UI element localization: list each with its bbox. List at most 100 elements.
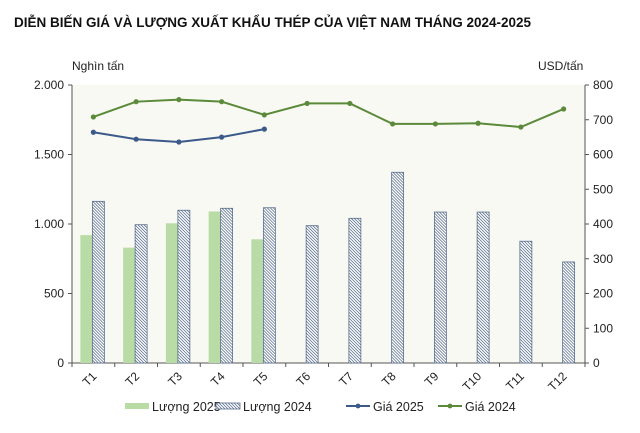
hatch-line bbox=[348, 353, 359, 364]
hatch-line bbox=[236, 402, 241, 407]
hatch-line bbox=[348, 269, 362, 283]
hatch-line bbox=[183, 209, 191, 217]
hatch-line bbox=[562, 275, 575, 289]
hatch-line bbox=[434, 356, 441, 364]
hatch-line bbox=[476, 284, 490, 298]
line-giá-2024 bbox=[93, 98, 565, 129]
hatch-line bbox=[434, 293, 447, 307]
hatch-line bbox=[391, 305, 404, 319]
hatch-line bbox=[305, 227, 319, 241]
hatch-line bbox=[269, 207, 276, 214]
hatch-line bbox=[391, 254, 404, 268]
hatch-line bbox=[177, 305, 191, 319]
hatch-line bbox=[348, 236, 362, 250]
hatch-line bbox=[476, 359, 481, 364]
hatch-line bbox=[227, 208, 233, 214]
hatch-line bbox=[186, 209, 191, 214]
hatch-line bbox=[220, 227, 233, 241]
hatch-line bbox=[263, 281, 276, 295]
hatch-line bbox=[220, 329, 233, 343]
hatch-line bbox=[434, 308, 447, 322]
hatch-line bbox=[519, 335, 533, 349]
hatch-line bbox=[263, 245, 276, 259]
hatch-line bbox=[305, 338, 319, 352]
bar-lượng-2024-t7 bbox=[348, 217, 362, 364]
x-tick-label: T8 bbox=[379, 369, 399, 389]
hatch-line bbox=[92, 329, 105, 343]
hatch-line bbox=[519, 251, 533, 265]
right-tick-label: 700 bbox=[593, 113, 613, 127]
hatch-line bbox=[391, 290, 404, 304]
hatch-line bbox=[391, 338, 404, 352]
legend-label: Lượng 2024 bbox=[243, 400, 312, 414]
hatch-line bbox=[391, 347, 404, 361]
hatch-line bbox=[305, 278, 319, 292]
hatch-line bbox=[134, 344, 148, 358]
hatch-line bbox=[305, 320, 319, 334]
hatch-line bbox=[177, 212, 191, 226]
hatch-line bbox=[305, 308, 319, 322]
hatch-line bbox=[391, 332, 404, 346]
hatch-line bbox=[263, 218, 276, 232]
hatch-line bbox=[305, 293, 319, 307]
hatch-line bbox=[177, 320, 191, 334]
hatch-line bbox=[434, 224, 447, 238]
hatch-line bbox=[305, 329, 319, 343]
bar-lượng-2025-t1 bbox=[80, 235, 93, 363]
point-giá-2024-t7 bbox=[347, 100, 353, 107]
hatch-line bbox=[476, 242, 490, 256]
hatch-line bbox=[519, 245, 533, 259]
hatch-line bbox=[348, 359, 353, 364]
hatch-line bbox=[92, 314, 105, 328]
hatch-line bbox=[305, 317, 319, 331]
hatch-line bbox=[220, 239, 233, 253]
hatch-line bbox=[177, 275, 191, 289]
hatch-line bbox=[391, 275, 404, 289]
hatch-line bbox=[434, 215, 447, 229]
hatch-line bbox=[391, 353, 401, 364]
hatch-line bbox=[305, 251, 319, 265]
hatch-line bbox=[263, 341, 276, 355]
hatch-line bbox=[227, 402, 235, 410]
hatch-line bbox=[476, 275, 490, 289]
hatch-line bbox=[348, 290, 362, 304]
point-giá-2024-t11 bbox=[518, 124, 524, 130]
hatch-line bbox=[220, 308, 233, 322]
left-tick-label: 2.000 bbox=[34, 78, 64, 92]
hatch-line bbox=[391, 176, 404, 190]
hatch-line bbox=[391, 233, 404, 247]
hatch-line bbox=[305, 266, 319, 280]
bar-lượng-2024-t6 bbox=[305, 225, 319, 364]
hatch-line bbox=[220, 275, 233, 289]
hatch-line bbox=[263, 266, 276, 280]
hatch-line bbox=[434, 317, 447, 331]
bar-lượng-2025-t5 bbox=[251, 239, 264, 363]
hatch-line bbox=[569, 261, 575, 268]
hatch-line bbox=[305, 305, 319, 319]
hatch-line bbox=[391, 263, 404, 277]
hatch-line bbox=[309, 225, 319, 235]
hatch-line bbox=[263, 230, 276, 244]
hatch-line bbox=[562, 344, 575, 358]
hatch-line bbox=[519, 341, 533, 355]
hatch-line bbox=[92, 341, 105, 355]
hatch-line bbox=[476, 236, 490, 250]
hatch-line bbox=[562, 347, 575, 361]
hatch-line bbox=[177, 266, 191, 280]
hatch-line bbox=[134, 320, 148, 334]
legend-swatch-1 bbox=[215, 402, 241, 410]
hatch-line bbox=[476, 212, 490, 226]
hatch-line bbox=[481, 211, 490, 220]
hatch-line bbox=[434, 296, 447, 310]
hatch-line bbox=[391, 191, 404, 205]
hatch-line bbox=[305, 302, 319, 316]
hatch-line bbox=[272, 207, 276, 211]
x-tick-label: T3 bbox=[165, 369, 185, 389]
hatch-line bbox=[305, 236, 319, 250]
hatch-line bbox=[305, 356, 313, 364]
hatch-line bbox=[348, 272, 362, 286]
hatch-line bbox=[519, 323, 533, 337]
hatch-line bbox=[92, 344, 105, 358]
hatch-line bbox=[92, 212, 105, 226]
legend-marker-2 bbox=[355, 403, 361, 409]
